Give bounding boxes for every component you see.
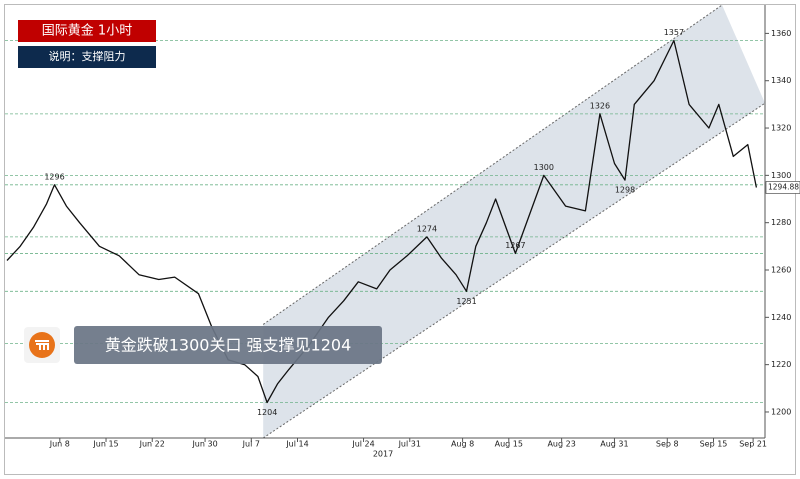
price-tag-label: 1294.88 — [768, 182, 799, 191]
headline-box — [74, 326, 382, 364]
chart-subtitle: 说明：支撑阻力 — [49, 49, 126, 63]
x-axis-label: 2017 — [373, 450, 393, 459]
x-tick-label: Jun 22 — [139, 440, 165, 449]
annotation: 1357 — [664, 28, 684, 37]
price-line — [6, 39, 758, 404]
x-tick-label: Jun 15 — [92, 440, 118, 449]
x-tick-label: Jul 7 — [242, 440, 260, 449]
x-tick-label: Jul 24 — [351, 440, 374, 449]
x-tick-label: Aug 15 — [495, 440, 523, 449]
headline: 黄金跌破1300关口 强支撑见1204 — [105, 336, 352, 355]
y-tick-label: 1220 — [771, 360, 791, 369]
subtitle-box — [18, 46, 156, 68]
x-tick-label: Aug 8 — [451, 440, 474, 449]
title-box — [18, 20, 156, 42]
annotation: 1267 — [505, 241, 525, 250]
annotation: 1251 — [456, 297, 476, 306]
y-tick-label: 1300 — [771, 171, 791, 180]
x-tick-label: Sep 15 — [700, 440, 728, 449]
x-tick-label: Jun 8 — [49, 440, 70, 449]
y-tick-label: 1240 — [771, 313, 791, 322]
y-tick-label: 1260 — [771, 266, 791, 275]
channel-line — [262, 102, 766, 439]
y-tick-label: 1320 — [771, 124, 791, 133]
y-tick-label: 1360 — [771, 29, 791, 38]
y-tick-label: 1280 — [771, 218, 791, 227]
x-tick-label: Aug 23 — [547, 440, 575, 449]
plot — [5, 4, 766, 439]
channel-line — [262, 4, 723, 325]
x-tick-label: Sep 8 — [656, 440, 679, 449]
annotation: 1326 — [590, 101, 610, 110]
annotation: 1274 — [417, 224, 437, 233]
price-tag — [765, 181, 800, 194]
x-tick-label: Jul 31 — [398, 440, 421, 449]
x-tick-label: Jun 30 — [191, 440, 217, 449]
x-tick-label: Sep 21 — [739, 440, 767, 449]
channel-area — [263, 5, 765, 438]
icon-glyph — [35, 340, 49, 350]
annotation: 1298 — [615, 186, 635, 195]
x-tick-label: Jul 14 — [285, 440, 308, 449]
y-tick-label: 1340 — [771, 76, 791, 85]
annotation: 1296 — [44, 172, 64, 181]
chart-title: 国际黄金 1小时 — [42, 23, 132, 39]
x-tick-label: Aug 31 — [600, 440, 628, 449]
y-tick-label: 1200 — [771, 407, 791, 416]
annotation: 1300 — [534, 163, 554, 172]
annotation: 1204 — [257, 408, 277, 417]
